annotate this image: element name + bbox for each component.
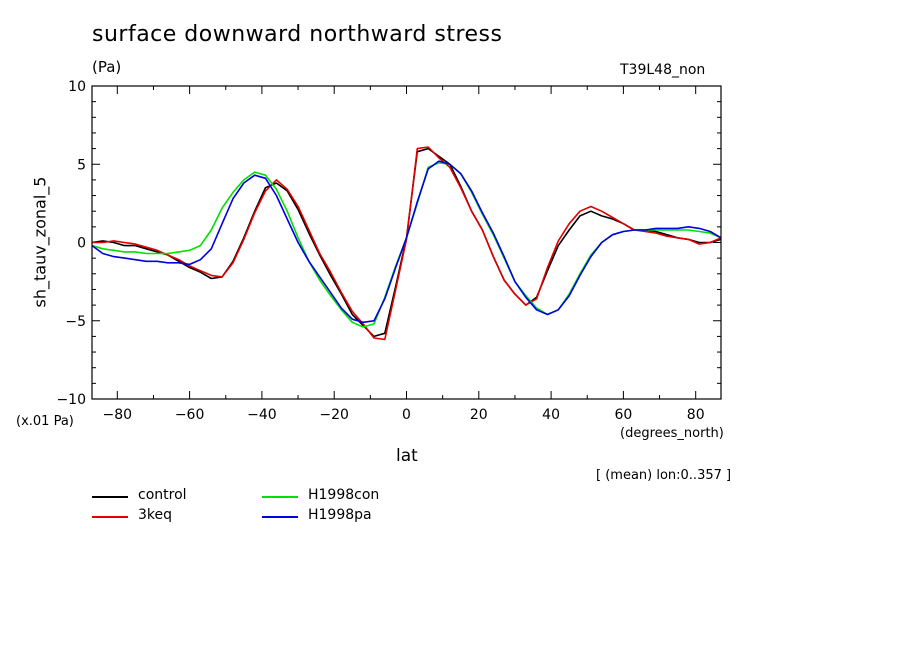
x-axis-label: lat xyxy=(396,446,418,466)
legend-label-h1998pa: H1998pa xyxy=(308,507,372,523)
x-tick-label: 0 xyxy=(402,407,411,423)
y-tick-label: 5 xyxy=(77,157,86,173)
y-tick-label: −10 xyxy=(56,392,86,408)
legend-swatch-3keq xyxy=(92,516,128,518)
y-scale-note: (x.01 Pa) xyxy=(16,414,74,429)
chart-title: surface downward northward stress xyxy=(92,22,503,47)
series-line-h1998con xyxy=(91,161,722,328)
y-tick-label: 10 xyxy=(68,79,86,95)
x-tick-label: −20 xyxy=(319,407,349,423)
y-tick-label: 0 xyxy=(77,236,86,252)
x-axis-units: (degrees_north) xyxy=(620,426,724,441)
x-tick-label: −60 xyxy=(175,407,205,423)
legend-label-3keq: 3keq xyxy=(138,507,173,523)
run-id-label: T39L48_non xyxy=(620,62,706,78)
chart-units: (Pa) xyxy=(92,58,122,76)
series-line-h1998pa xyxy=(91,160,722,324)
legend-swatch-h1998con xyxy=(262,496,298,498)
legend-swatch-h1998pa xyxy=(262,516,298,518)
x-tick-label: −40 xyxy=(247,407,277,423)
legend-swatch-control xyxy=(92,496,128,498)
x-tick-label: −80 xyxy=(103,407,133,423)
x-tick-label: 80 xyxy=(687,407,705,423)
x-tick-label: 40 xyxy=(542,407,560,423)
x-tick-label: 20 xyxy=(470,407,488,423)
plot-frame xyxy=(91,85,722,400)
legend-label-h1998con: H1998con xyxy=(308,487,380,503)
legend-label-control: control xyxy=(138,487,187,503)
x-tick-label: 60 xyxy=(614,407,632,423)
series-line-3keq xyxy=(92,146,722,341)
y-tick-label: −5 xyxy=(65,314,86,330)
averaging-footnote: [ (mean) lon:0..357 ] xyxy=(596,468,732,483)
